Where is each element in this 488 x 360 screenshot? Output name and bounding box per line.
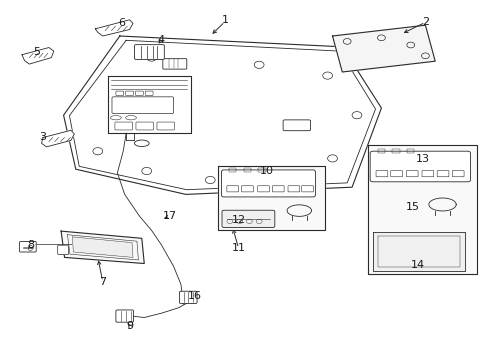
FancyBboxPatch shape: [116, 310, 133, 322]
FancyBboxPatch shape: [221, 170, 315, 197]
Polygon shape: [367, 145, 476, 274]
Bar: [377, 149, 384, 153]
Text: 6: 6: [118, 18, 124, 28]
Polygon shape: [63, 36, 381, 194]
Text: 4: 4: [158, 35, 164, 45]
Text: 10: 10: [259, 166, 273, 176]
Text: 7: 7: [99, 276, 106, 287]
Polygon shape: [72, 237, 133, 257]
Text: 11: 11: [231, 243, 245, 253]
Polygon shape: [95, 20, 133, 36]
Bar: [406, 149, 413, 153]
Polygon shape: [22, 48, 54, 64]
Text: 16: 16: [187, 291, 201, 301]
Text: 3: 3: [40, 132, 46, 142]
Text: 15: 15: [406, 202, 419, 212]
Polygon shape: [107, 76, 190, 133]
Polygon shape: [372, 232, 464, 271]
FancyBboxPatch shape: [222, 210, 274, 228]
Text: 1: 1: [221, 15, 228, 25]
Text: 14: 14: [410, 260, 424, 270]
FancyBboxPatch shape: [58, 245, 68, 255]
FancyBboxPatch shape: [20, 242, 36, 252]
FancyBboxPatch shape: [134, 45, 164, 59]
Text: 13: 13: [415, 154, 429, 164]
Text: 5: 5: [33, 47, 40, 57]
Text: 2: 2: [421, 17, 428, 27]
Bar: [228, 168, 236, 172]
Polygon shape: [41, 130, 74, 147]
Text: 17: 17: [163, 211, 177, 221]
Text: 9: 9: [126, 321, 133, 331]
FancyBboxPatch shape: [369, 151, 469, 182]
Polygon shape: [332, 25, 434, 72]
Polygon shape: [217, 166, 325, 230]
Bar: [243, 168, 250, 172]
Text: 12: 12: [231, 215, 245, 225]
Polygon shape: [61, 231, 144, 264]
Text: 8: 8: [27, 240, 34, 250]
Bar: [258, 168, 265, 172]
FancyBboxPatch shape: [179, 291, 197, 303]
Bar: [391, 149, 399, 153]
